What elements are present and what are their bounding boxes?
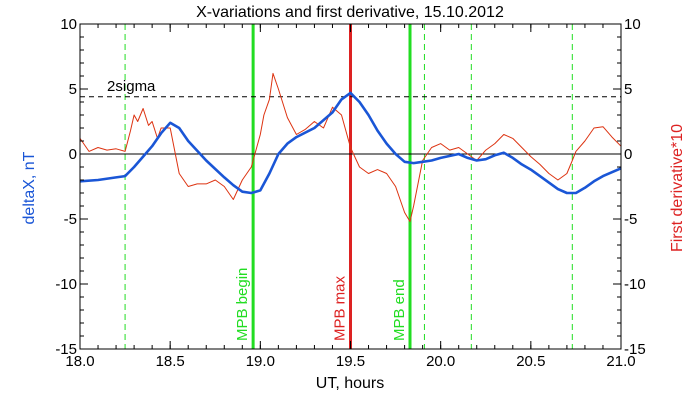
- x-tick-label: 20.0: [426, 353, 455, 370]
- y-tick-label-left: 5: [69, 81, 77, 98]
- y-tick-label-left: -5: [64, 211, 77, 228]
- horizontal-lines-group: [80, 96, 621, 155]
- chart-title: X-variations and first derivative, 15.10…: [196, 4, 504, 21]
- y-tick-label-right: -5: [624, 211, 637, 228]
- y-tick-label-right: 0: [624, 146, 632, 163]
- y-tick-label-left: -15: [55, 341, 77, 358]
- x-tick-label: 18.5: [156, 353, 185, 370]
- y-tick-label-left: 10: [60, 16, 77, 33]
- y-axis-label-right: First derivative*10: [669, 124, 686, 252]
- markers-group: MPB begin MPB max MPB end: [234, 24, 412, 349]
- x-tick-label: 21.0: [606, 353, 635, 370]
- x-tick-label: 18.0: [65, 353, 94, 370]
- y-tick-label-left: -10: [55, 276, 77, 293]
- y-tick-label-left: 0: [69, 146, 77, 163]
- y-axis-label-left: deltaX, nT: [21, 151, 38, 224]
- y-tick-label-right: 10: [624, 16, 641, 33]
- dashed-verticals-group: [124, 24, 573, 349]
- marker-label-mpb-end: MPB end: [391, 279, 408, 341]
- x-tick-label: 19.0: [246, 353, 275, 370]
- series-group: [79, 72, 622, 223]
- y-tick-label-right: -15: [624, 341, 646, 358]
- threshold-label: 2sigma: [107, 78, 156, 95]
- marker-label-mpb-begin: MPB begin: [234, 268, 251, 341]
- series-line-right-axis: [79, 72, 622, 223]
- x-tick-label: 20.5: [516, 353, 545, 370]
- x-tick-label: 19.5: [336, 353, 365, 370]
- series-line-left-axis: [79, 91, 622, 195]
- y-tick-label-right: -10: [624, 276, 646, 293]
- marker-label-mpb-max: MPB max: [332, 275, 349, 341]
- x-axis-label: UT, hours: [316, 375, 384, 392]
- ticks-group: 18.0 18.5 19.0 19.5 20.0 20.5 21.0-15 -15-10 -10…: [55, 16, 645, 370]
- y-tick-label-right: 5: [624, 81, 632, 98]
